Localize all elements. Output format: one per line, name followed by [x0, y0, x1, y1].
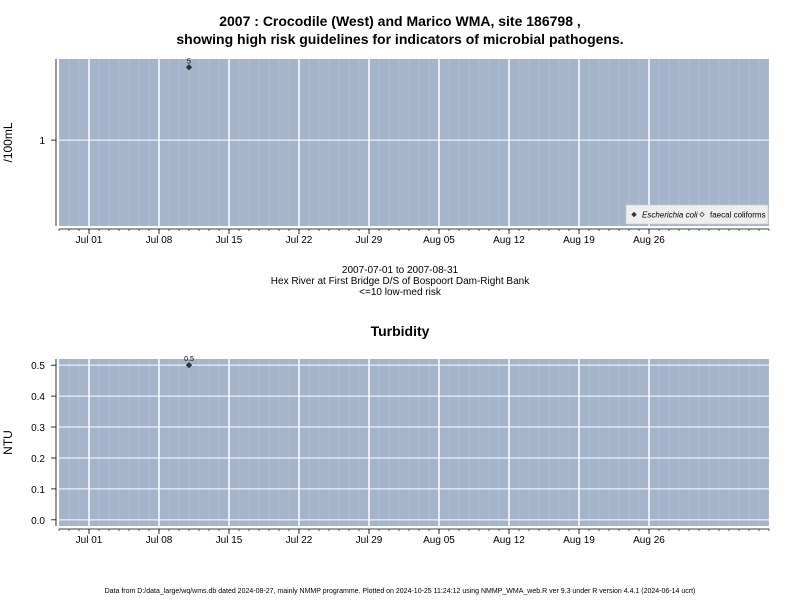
legend-marker — [699, 211, 705, 218]
x-tick-label: Aug 26 — [633, 535, 665, 546]
site-name-label: Hex River at First Bridge D/S of Bospoor… — [270, 276, 530, 287]
chart-title-line-1: 2007 : Crocodile (West) and Marico WMA, … — [219, 13, 581, 29]
x-tick-label: Jul 29 — [356, 535, 383, 546]
y-axis-label: NTU — [1, 430, 15, 455]
x-tick-label: Aug 05 — [423, 535, 455, 546]
x-tick-label: Aug 05 — [423, 235, 455, 246]
plot-panel — [59, 359, 769, 526]
y-tick-label: 0.1 — [31, 485, 45, 496]
y-axis-label: /100mL — [1, 122, 15, 162]
y-tick-label: 0.5 — [31, 361, 45, 372]
y-tick-label: 0.4 — [31, 392, 45, 403]
x-tick-label: Jul 08 — [146, 235, 173, 246]
x-tick-label: Aug 12 — [493, 535, 525, 546]
x-tick-label: Jul 29 — [356, 235, 383, 246]
date-range-label: 2007-07-01 to 2007-08-31 — [341, 265, 459, 276]
x-tick-label: Aug 12 — [493, 235, 525, 246]
legend-label: Escherichia coli — [642, 211, 698, 220]
legend: Escherichia coli faecal coliforms — [625, 204, 769, 225]
data-point — [185, 64, 193, 71]
chart-title-line-2: showing high risk guidelines for indicat… — [176, 31, 624, 47]
y-tick-label: 1 — [39, 136, 45, 147]
legend-label: faecal coliforms — [710, 211, 766, 220]
data-point — [185, 362, 193, 369]
data-label: 5 — [187, 58, 191, 65]
x-tick-label: Jul 08 — [146, 535, 173, 546]
x-tick-label: Jul 01 — [76, 235, 103, 246]
x-tick-label: Jul 01 — [76, 535, 103, 546]
x-tick-label: Jul 15 — [216, 235, 243, 246]
x-tick-label: Jul 15 — [216, 535, 243, 546]
x-tick-label: Aug 19 — [563, 535, 595, 546]
data-label: 0.5 — [184, 356, 194, 363]
x-tick-label: Jul 22 — [286, 235, 313, 246]
x-tick-label: Aug 26 — [633, 235, 665, 246]
legend-box — [625, 204, 769, 225]
risk-note-label: <=10 low-med risk — [359, 287, 441, 298]
y-tick-label: 0.3 — [31, 423, 45, 434]
y-tick-label: 0.2 — [31, 454, 45, 465]
x-tick-label: Jul 22 — [286, 535, 313, 546]
plot-panel — [59, 59, 769, 226]
footer-note: Data from D:/data_large/wq/wms.db dated … — [104, 588, 696, 595]
y-tick-label: 0.0 — [31, 516, 45, 527]
x-tick-label: Aug 19 — [563, 235, 595, 246]
legend-marker — [631, 211, 637, 218]
turbidity-title: Turbidity — [370, 323, 430, 339]
